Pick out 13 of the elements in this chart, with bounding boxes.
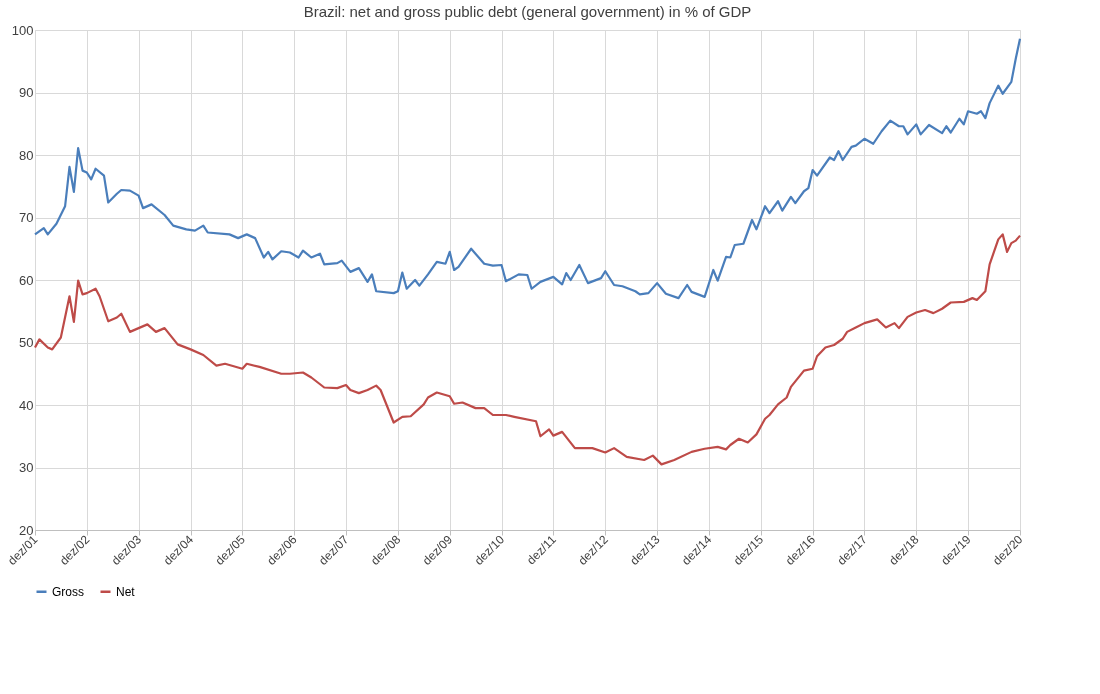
y-tick-label: 100 xyxy=(11,22,34,38)
y-tick-label: 50 xyxy=(19,335,34,350)
y-tick-label: 70 xyxy=(19,210,34,225)
y-tick-label: 90 xyxy=(19,85,34,100)
y-tick-label: 30 xyxy=(19,460,34,475)
legend-label: Gross xyxy=(52,584,85,599)
y-tick-label: 40 xyxy=(19,397,34,413)
y-tick-label: 60 xyxy=(19,272,34,288)
chart-title: Brazil: net and gross public debt (general government) in % of GDP xyxy=(303,3,752,20)
line-series xyxy=(33,233,1022,466)
legend-label: Net xyxy=(116,584,136,599)
y-tick-label: 80 xyxy=(19,147,34,163)
line-series xyxy=(33,37,1022,300)
